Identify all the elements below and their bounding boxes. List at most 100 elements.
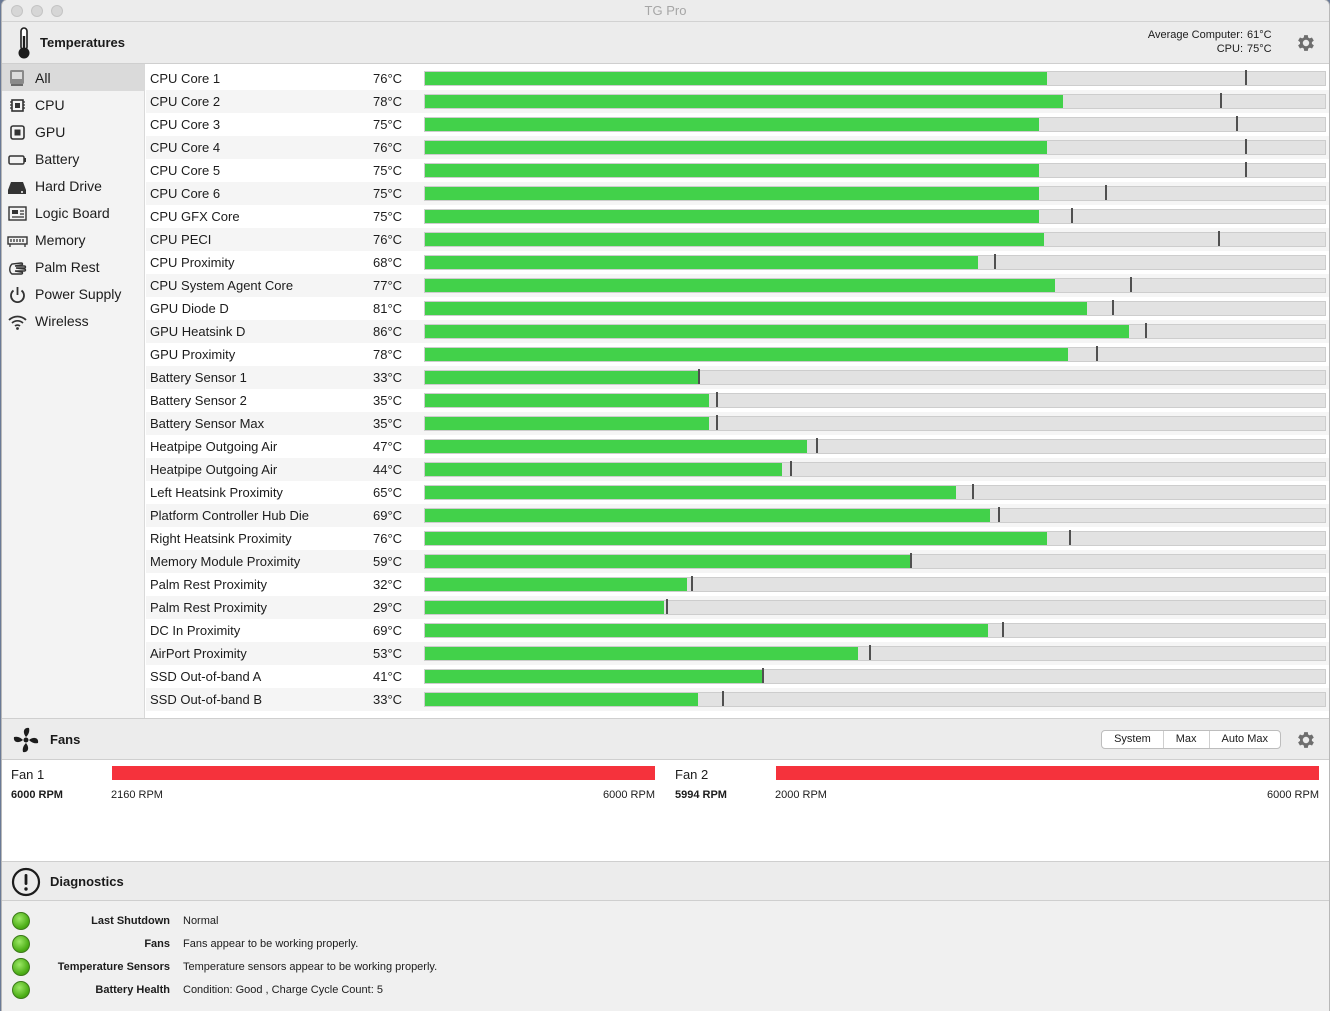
fan-1-name: Fan 1 (11, 767, 45, 782)
sensor-row[interactable]: CPU Core 5 75°C (146, 159, 1329, 182)
sensor-row[interactable]: DC In Proximity 69°C (146, 619, 1329, 642)
sensor-row[interactable]: Battery Sensor Max 35°C (146, 412, 1329, 435)
sensor-temperature: 33°C (373, 370, 403, 385)
sensor-row[interactable]: GPU Diode D 81°C (146, 297, 1329, 320)
sensor-row[interactable]: AirPort Proximity 53°C (146, 642, 1329, 665)
sensor-row[interactable]: Left Heatsink Proximity 65°C (146, 481, 1329, 504)
sensor-temperature-fill (425, 647, 858, 660)
sensor-temperature: 33°C (373, 692, 403, 707)
sidebar-item-gpu[interactable]: GPU (2, 118, 144, 145)
sensor-row[interactable]: CPU PECI 76°C (146, 228, 1329, 251)
diagnostic-label: Fans (144, 938, 170, 950)
sensor-row[interactable]: CPU Core 4 76°C (146, 136, 1329, 159)
temperatures-title: Temperatures (40, 35, 126, 50)
sensor-row[interactable]: Platform Controller Hub Die 69°C (146, 504, 1329, 527)
fans-body: Fan 1 6000 RPM 2160 RPM 6000 RPM Fan 2 5… (2, 761, 1329, 861)
sensor-row[interactable]: SSD Out-of-band A 41°C (146, 665, 1329, 688)
diagnostic-label: Temperature Sensors (57, 961, 170, 973)
sensor-max-marker (722, 691, 724, 706)
sensor-name: GPU Proximity (150, 347, 236, 362)
close-window-button[interactable] (11, 5, 23, 17)
sensor-name: GPU Heatsink D (150, 324, 246, 339)
sensor-temperature: 76°C (373, 531, 403, 546)
zoom-window-button[interactable] (51, 5, 63, 17)
sensor-temperature-fill (425, 509, 990, 522)
fan-2-rpm: 5994 RPM (675, 789, 727, 801)
sensor-row[interactable]: Heatpipe Outgoing Air 44°C (146, 458, 1329, 481)
sensor-temperature-bar (424, 300, 1326, 316)
diagnostic-value: Condition: Good , Charge Cycle Count: 5 (183, 984, 383, 996)
sensor-row[interactable]: CPU Core 6 75°C (146, 182, 1329, 205)
palm-rest-icon (6, 258, 28, 276)
status-ok-indicator (12, 958, 30, 976)
sensor-temperature: 76°C (373, 71, 403, 86)
sensor-max-marker (1218, 231, 1220, 246)
sensor-row[interactable]: Battery Sensor 1 33°C (146, 366, 1329, 389)
sensor-name: DC In Proximity (150, 623, 241, 638)
sidebar-item-palm-rest[interactable]: Palm Rest (2, 253, 144, 280)
sidebar-item-wireless[interactable]: Wireless (2, 307, 144, 334)
sensor-list: CPU Core 1 76°C CPU Core 2 78°C CPU Core 3 75… (146, 67, 1329, 711)
fan-mode-system[interactable]: System (1102, 731, 1164, 748)
sensor-temperature: 75°C (373, 209, 403, 224)
sensor-row[interactable]: CPU Proximity 68°C (146, 251, 1329, 274)
sensor-row[interactable]: CPU Core 1 76°C (146, 67, 1329, 90)
fan-1-min-rpm: 2160 RPM (111, 789, 163, 801)
thermometer-icon (18, 27, 30, 59)
sensor-row[interactable]: Palm Rest Proximity 29°C (146, 596, 1329, 619)
sensor-temperature-fill (425, 256, 978, 269)
sensor-row[interactable]: CPU GFX Core 75°C (146, 205, 1329, 228)
sensor-row[interactable]: GPU Proximity 78°C (146, 343, 1329, 366)
sensor-max-marker (998, 507, 1000, 522)
temperatures-body: All CPU GPU Battery Hard Drive Logic Board Mem… (2, 64, 1329, 718)
sensor-temperature-bar (424, 507, 1326, 523)
temperatures-gear-icon[interactable] (1295, 32, 1317, 54)
sensor-temperature: 41°C (373, 669, 403, 684)
sensor-temperature-bar (424, 208, 1326, 224)
sensor-temperature-bar (424, 346, 1326, 362)
sensor-temperature-bar (424, 461, 1326, 477)
sensor-temperature: 47°C (373, 439, 403, 454)
sidebar-item-cpu[interactable]: CPU (2, 91, 144, 118)
sensor-max-marker (1130, 277, 1132, 292)
sensor-max-marker (698, 369, 700, 384)
sensor-row[interactable]: Memory Module Proximity 59°C (146, 550, 1329, 573)
fan-mode-auto-max[interactable]: Auto Max (1221, 733, 1268, 745)
sensor-row[interactable]: Palm Rest Proximity 32°C (146, 573, 1329, 596)
sidebar-item-label: Palm Rest (35, 258, 100, 275)
cpu-chip-icon (6, 96, 28, 114)
fan-1-speed-fill (112, 766, 655, 780)
minimize-window-button[interactable] (31, 5, 43, 17)
fans-gear-icon[interactable] (1295, 729, 1317, 751)
sensor-name: CPU Core 1 (150, 71, 221, 86)
sensor-temperature-fill (425, 486, 956, 499)
status-ok-indicator (12, 981, 30, 999)
sensor-temperature-bar (424, 438, 1326, 454)
sensor-temperature-bar (424, 622, 1326, 638)
sensor-temperature-bar (424, 553, 1326, 569)
sensor-row[interactable]: Right Heatsink Proximity 76°C (146, 527, 1329, 550)
sidebar-item-battery[interactable]: Battery (2, 145, 144, 172)
sensor-temperature-bar (424, 116, 1326, 132)
sensor-row[interactable]: GPU Heatsink D 86°C (146, 320, 1329, 343)
sidebar-item-power-supply[interactable]: Power Supply (2, 280, 144, 307)
sidebar-item-label: CPU (35, 96, 65, 113)
fans-title: Fans (50, 732, 81, 747)
sensor-name: AirPort Proximity (150, 646, 247, 661)
sidebar-item-hard-drive[interactable]: Hard Drive (2, 172, 144, 199)
sidebar-item-all[interactable]: All (2, 64, 144, 91)
sensor-row[interactable]: CPU Core 3 75°C (146, 113, 1329, 136)
sensor-row[interactable]: SSD Out-of-band B 33°C (146, 688, 1329, 711)
sensor-name: Left Heatsink Proximity (150, 485, 283, 500)
sensor-temperature: 81°C (373, 301, 403, 316)
sidebar-item-logic-board[interactable]: Logic Board (2, 199, 144, 226)
sensor-temperature-fill (425, 624, 988, 637)
sensor-row[interactable]: CPU Core 2 78°C (146, 90, 1329, 113)
sensor-temperature-fill (425, 532, 1047, 545)
sensor-row[interactable]: Battery Sensor 2 35°C (146, 389, 1329, 412)
sidebar-item-memory[interactable]: Memory (2, 226, 144, 253)
fan-mode-max[interactable]: Max (1164, 731, 1210, 748)
sensor-row[interactable]: Heatpipe Outgoing Air 47°C (146, 435, 1329, 458)
sensor-name: Right Heatsink Proximity (150, 531, 292, 546)
sensor-row[interactable]: CPU System Agent Core 77°C (146, 274, 1329, 297)
